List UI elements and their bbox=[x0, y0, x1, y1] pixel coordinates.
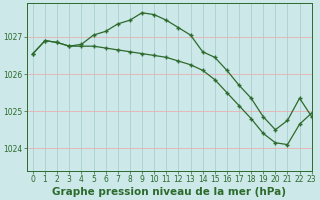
X-axis label: Graphe pression niveau de la mer (hPa): Graphe pression niveau de la mer (hPa) bbox=[52, 187, 286, 197]
